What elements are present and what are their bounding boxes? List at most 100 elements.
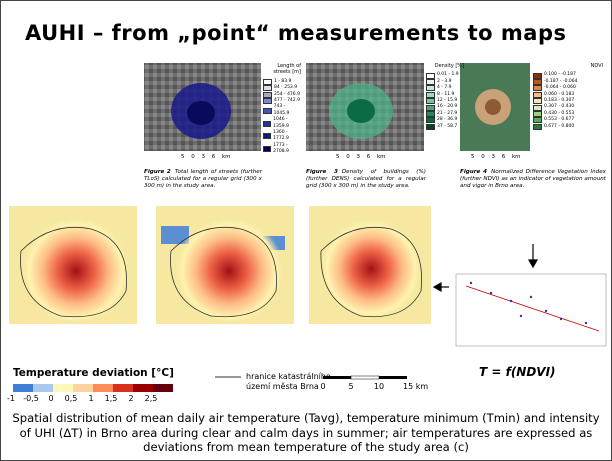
legend-swatch bbox=[426, 85, 435, 92]
legend-label: 0.677 - 0.800 bbox=[544, 123, 575, 129]
legend-swatch bbox=[263, 133, 272, 140]
legend-item: 477 - 742.9 bbox=[263, 98, 301, 105]
legend-label: 0.430 - 0.553 bbox=[544, 110, 575, 116]
legend-label: 37 - 58.7 bbox=[437, 123, 458, 129]
legend-swatch bbox=[426, 123, 435, 130]
legend-item: 1046 - 1359.9 bbox=[263, 117, 301, 130]
map-legend: NDVI 0.100 - -0.187 -0.187 - -0.064 -0.064 … bbox=[533, 63, 603, 130]
legend-swatch bbox=[426, 104, 435, 111]
map-scale: 5 0 3 6 km bbox=[471, 154, 521, 160]
map-density bbox=[306, 63, 424, 151]
legend-label: 0.307 - 0.430 bbox=[544, 104, 575, 110]
map-legend: Density [%] 0.01 - 1.9 2 - 3.9 4 - 7.9 8 - 1… bbox=[426, 63, 464, 130]
legend-item: 8 - 11.9 bbox=[426, 92, 464, 98]
legend-swatch bbox=[426, 117, 435, 124]
legend-label: 1773 - 2708.9 bbox=[273, 142, 289, 155]
legend-label: 254 - 476.9 bbox=[274, 91, 300, 97]
legend-item: -0.187 - -0.064 bbox=[533, 78, 603, 86]
slide-title: AUHI – from „point“ measurements to maps bbox=[25, 21, 567, 45]
legend-item: 0.100 - -0.187 bbox=[533, 72, 603, 79]
figure-caption: Figure 4 Normalized Difference Vegetation… bbox=[460, 169, 606, 190]
legend-label: 1 - 83.9 bbox=[274, 78, 292, 84]
formula: T = f(NDVI) bbox=[479, 365, 556, 379]
scale-bar bbox=[323, 375, 407, 380]
map-ndvi bbox=[460, 63, 530, 151]
legend-label: 2 - 3.9 bbox=[437, 78, 452, 84]
legend-title: NDVI bbox=[590, 63, 603, 69]
legend-swatch bbox=[533, 85, 542, 92]
legend-item: 1 - 83.9 bbox=[263, 78, 301, 86]
legend-title: Length of streets [m] bbox=[273, 63, 301, 76]
legend-label: -0.187 - -0.064 bbox=[544, 78, 578, 84]
legend-item: 1773 - 2708.9 bbox=[263, 143, 301, 156]
legend-swatch bbox=[533, 79, 542, 86]
map-scale: 5 0 3 6 km bbox=[181, 154, 231, 160]
legend-swatch bbox=[426, 111, 435, 118]
legend-item: 1360 - 1772.9 bbox=[263, 130, 301, 143]
figure-label: Figure 4 bbox=[460, 169, 488, 175]
legend-swatch bbox=[263, 79, 272, 86]
slide-caption: Spatial distribution of mean daily air t… bbox=[12, 411, 600, 454]
legend-label: 0.060 - 0.183 bbox=[544, 91, 575, 97]
legend-title: Density [%] bbox=[434, 63, 464, 69]
figure-text: Density of buildings (%) (further DENS) … bbox=[306, 169, 426, 189]
legend-label: 0.553 - 0.677 bbox=[544, 117, 575, 123]
boundary-legend: hranice katastrálního území města Brna bbox=[246, 372, 331, 391]
legend-label: 477 - 742.9 bbox=[274, 98, 300, 104]
legend-item: 16 - 20.9 bbox=[426, 104, 464, 111]
legend-swatch bbox=[533, 72, 542, 79]
legend-label: 4 - 7.9 bbox=[437, 85, 452, 91]
figure-text: Normalized Difference Vegetation Index (… bbox=[460, 169, 606, 189]
legend-item: 2 - 3.9 bbox=[426, 78, 464, 86]
map-streets bbox=[144, 63, 261, 151]
legend-swatch bbox=[533, 123, 542, 130]
legend-label: 8 - 11.9 bbox=[437, 91, 455, 97]
legend-item: 0.553 - 0.677 bbox=[533, 117, 603, 124]
figure-label: Figure 2 bbox=[144, 169, 171, 175]
legend-item: 0.183 - 0.307 bbox=[533, 98, 603, 105]
legend-label: 28 - 36.9 bbox=[437, 117, 458, 123]
legend-label: 21 - 27.9 bbox=[437, 110, 458, 116]
figure-caption: Figure 3 Density of buildings (%) (furthe… bbox=[306, 169, 426, 190]
scatter-thumbnail bbox=[455, 273, 607, 347]
legend-swatch bbox=[426, 98, 435, 105]
legend-item: 0.430 - 0.553 bbox=[533, 110, 603, 118]
legend-swatch bbox=[533, 104, 542, 111]
legend-item: 28 - 36.9 bbox=[426, 117, 464, 124]
legend-item: 21 - 27.9 bbox=[426, 110, 464, 118]
legend-swatch bbox=[426, 72, 435, 79]
legend-label: 1046 - 1359.9 bbox=[273, 117, 289, 129]
arrows bbox=[432, 244, 539, 293]
legend-label: 0.01 - 1.9 bbox=[437, 72, 459, 78]
legend-item: 37 - 58.7 bbox=[426, 124, 464, 130]
legend-label: 16 - 20.9 bbox=[437, 104, 458, 110]
legend-swatch bbox=[263, 120, 272, 127]
figure-label: Figure 3 bbox=[306, 169, 338, 175]
legend-label: 0.183 - 0.307 bbox=[544, 98, 575, 104]
legend-item: 0.307 - 0.430 bbox=[533, 104, 603, 111]
legend-item: 0.060 - 0.183 bbox=[533, 92, 603, 98]
legend-item: 0.677 - 0.800 bbox=[533, 124, 603, 130]
legend-swatch bbox=[426, 91, 435, 98]
legend-swatch bbox=[263, 91, 272, 98]
legend-label: 1360 - 1772.9 bbox=[273, 130, 289, 142]
legend-item: 12 - 15.9 bbox=[426, 98, 464, 105]
legend-swatch bbox=[263, 85, 272, 92]
figure-caption: Figure 2 Total length of streets (further… bbox=[144, 169, 262, 190]
color-ramp bbox=[13, 384, 173, 392]
legend-swatch bbox=[263, 146, 272, 153]
figure-text: Total length of streets (further TLoS) c… bbox=[144, 169, 263, 189]
legend-label: 12 - 15.9 bbox=[437, 98, 458, 104]
temperature-legend-title: Temperature deviation [°C] bbox=[13, 367, 174, 379]
legend-swatch bbox=[263, 107, 272, 114]
legend-item: -0.064 - 0.060 bbox=[533, 85, 603, 92]
legend-item: 0.01 - 1.9 bbox=[426, 72, 464, 79]
legend-swatch bbox=[533, 91, 542, 98]
legend-item: 743 - 1045.9 bbox=[263, 104, 301, 117]
legend-swatch bbox=[533, 111, 542, 118]
legend-item: 254 - 476.9 bbox=[263, 92, 301, 98]
legend-swatch bbox=[426, 79, 435, 86]
legend-label: 0.100 - -0.187 bbox=[544, 72, 576, 78]
